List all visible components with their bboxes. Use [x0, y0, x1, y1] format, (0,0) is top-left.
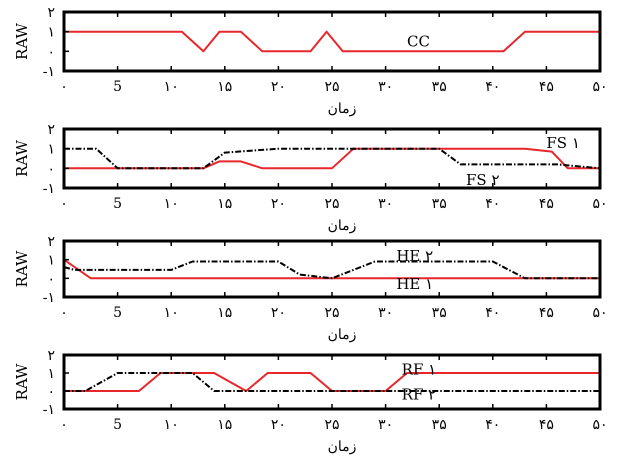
y-axis-label: RAW: [13, 250, 31, 288]
x-tick-label: ۱۰: [164, 417, 179, 433]
y-tick-label: ۰: [47, 384, 55, 400]
x-tick-label: ۴۵: [539, 196, 554, 212]
x-tick-label: ۵۰: [592, 417, 607, 433]
x-tick-label: ۲۰: [271, 305, 286, 321]
series-annotation: HE ۲: [396, 247, 433, 265]
x-tick-label: ۳۰: [378, 417, 393, 433]
x-tick-label: ۳۵: [432, 196, 447, 212]
y-tick-label: ۰: [47, 271, 55, 287]
y-tick-label: ۲: [47, 234, 55, 250]
x-tick-label: ۰: [60, 196, 68, 212]
series-line-1: [64, 147, 600, 170]
x-tick-label: ۴۰: [485, 305, 500, 321]
y-axis-label: RAW: [13, 363, 31, 401]
x-tick-label: ۲۵: [324, 79, 339, 95]
x-tick-label: ۱۰: [164, 305, 179, 321]
y-tick-label: ۱: [47, 366, 55, 382]
x-tick-label: ۴۵: [539, 417, 554, 433]
series-annotation: FS ۲: [466, 171, 500, 189]
chart-panel-1: ۰ 5 ۱۰ ۱۵ ۲۰ ۲۵ ۳۰ ۳۵ ۴۰ ۴۵ ۵۰ -۱ ۰ ۱ ۲ RAW زمان CC: [13, 5, 608, 117]
x-tick-label: ۲۵: [324, 196, 339, 212]
series-line-1: [64, 30, 600, 53]
chart-panel-2: ۰ 5 ۱۰ ۱۵ ۲۰ ۲۵ ۳۰ ۳۵ ۴۰ ۴۵ ۵۰ -۱ ۰ ۱ ۲ RAW زمان FS ۱ FS ۲: [13, 122, 608, 234]
x-tick-label: ۲۰: [271, 196, 286, 212]
y-tick-label: ۲: [47, 122, 55, 138]
x-tick-label: ۳۵: [432, 79, 447, 95]
x-axis-label: زمان: [328, 439, 357, 455]
series-annotation: CC: [407, 33, 430, 51]
y-tick-label: -۱: [43, 290, 55, 306]
series-line-2: [64, 372, 600, 392]
y-tick-label: ۲: [47, 5, 55, 21]
series-line-2: [64, 260, 600, 280]
chart-panel-4: ۰ 5 ۱۰ ۱۵ ۲۰ ۲۵ ۳۰ ۳۵ ۴۰ ۴۵ ۵۰ -۱ ۰ ۱ ۲ RAW زمان RF ۱ RF ۲: [13, 348, 608, 455]
x-axis-label: زمان: [328, 327, 357, 343]
x-tick-label: ۱۵: [217, 196, 232, 212]
x-tick-label: ۴۰: [485, 79, 500, 95]
x-tick-label: ۴۰: [485, 196, 500, 212]
y-axis-label: RAW: [13, 22, 31, 60]
y-tick-label: -۱: [43, 181, 55, 197]
plot-frame: [62, 353, 602, 411]
x-tick-label: ۱۵: [217, 417, 232, 433]
x-tick-label: ۰: [60, 79, 68, 95]
y-tick-label: ۱: [47, 253, 55, 269]
x-tick-label: ۵۰: [592, 79, 607, 95]
series-line-1: [64, 258, 600, 280]
x-tick-label: ۰: [60, 417, 68, 433]
x-axis-label: زمان: [328, 218, 357, 234]
x-tick-label: ۵۰: [592, 196, 607, 212]
x-tick-label: 5: [113, 417, 122, 433]
x-tick-label: ۳۰: [378, 196, 393, 212]
y-tick-label: ۰: [47, 161, 55, 177]
x-tick-label: ۱۵: [217, 79, 232, 95]
y-tick-label: ۰: [47, 44, 55, 60]
x-tick-label: ۲۵: [324, 305, 339, 321]
x-tick-label: ۳۵: [432, 417, 447, 433]
x-tick-label: ۱۰: [164, 79, 179, 95]
y-tick-label: ۱: [47, 142, 55, 158]
series-annotation: FS ۱: [546, 134, 580, 152]
x-tick-label: ۵۰: [592, 305, 607, 321]
x-tick-label: ۱۵: [217, 305, 232, 321]
x-tick-label: 5: [113, 305, 122, 321]
x-tick-label: ۴۵: [539, 79, 554, 95]
series-line-2: [64, 147, 600, 170]
series-line-1: [64, 372, 600, 392]
plot-frame: [62, 127, 602, 190]
y-tick-label: -۱: [43, 402, 55, 418]
x-tick-label: ۰: [60, 305, 68, 321]
y-tick-label: ۱: [47, 25, 55, 41]
x-tick-label: 5: [113, 79, 122, 95]
x-tick-label: ۳۰: [378, 79, 393, 95]
x-tick-label: ۲۰: [271, 79, 286, 95]
x-tick-label: ۲۰: [271, 417, 286, 433]
series-annotation: RF ۱: [402, 360, 437, 378]
x-tick-label: ۱۰: [164, 196, 179, 212]
x-axis-label: زمان: [328, 101, 357, 117]
series-annotation: HE ۱: [396, 275, 433, 293]
x-tick-label: ۴۰: [485, 417, 500, 433]
x-tick-label: 5: [113, 196, 122, 212]
x-tick-label: ۳۰: [378, 305, 393, 321]
y-tick-label: -۱: [43, 64, 55, 80]
series-annotation: RF ۲: [402, 386, 437, 404]
x-tick-label: ۳۵: [432, 305, 447, 321]
x-tick-label: ۲۵: [324, 417, 339, 433]
x-tick-label: ۴۵: [539, 305, 554, 321]
y-axis-label: RAW: [13, 139, 31, 177]
plot-frame: [62, 10, 602, 73]
y-tick-label: ۲: [47, 348, 55, 364]
chart-panel-3: ۰ 5 ۱۰ ۱۵ ۲۰ ۲۵ ۳۰ ۳۵ ۴۰ ۴۵ ۵۰ -۱ ۰ ۱ ۲ RAW زمان HE ۲ HE ۱: [13, 234, 608, 343]
